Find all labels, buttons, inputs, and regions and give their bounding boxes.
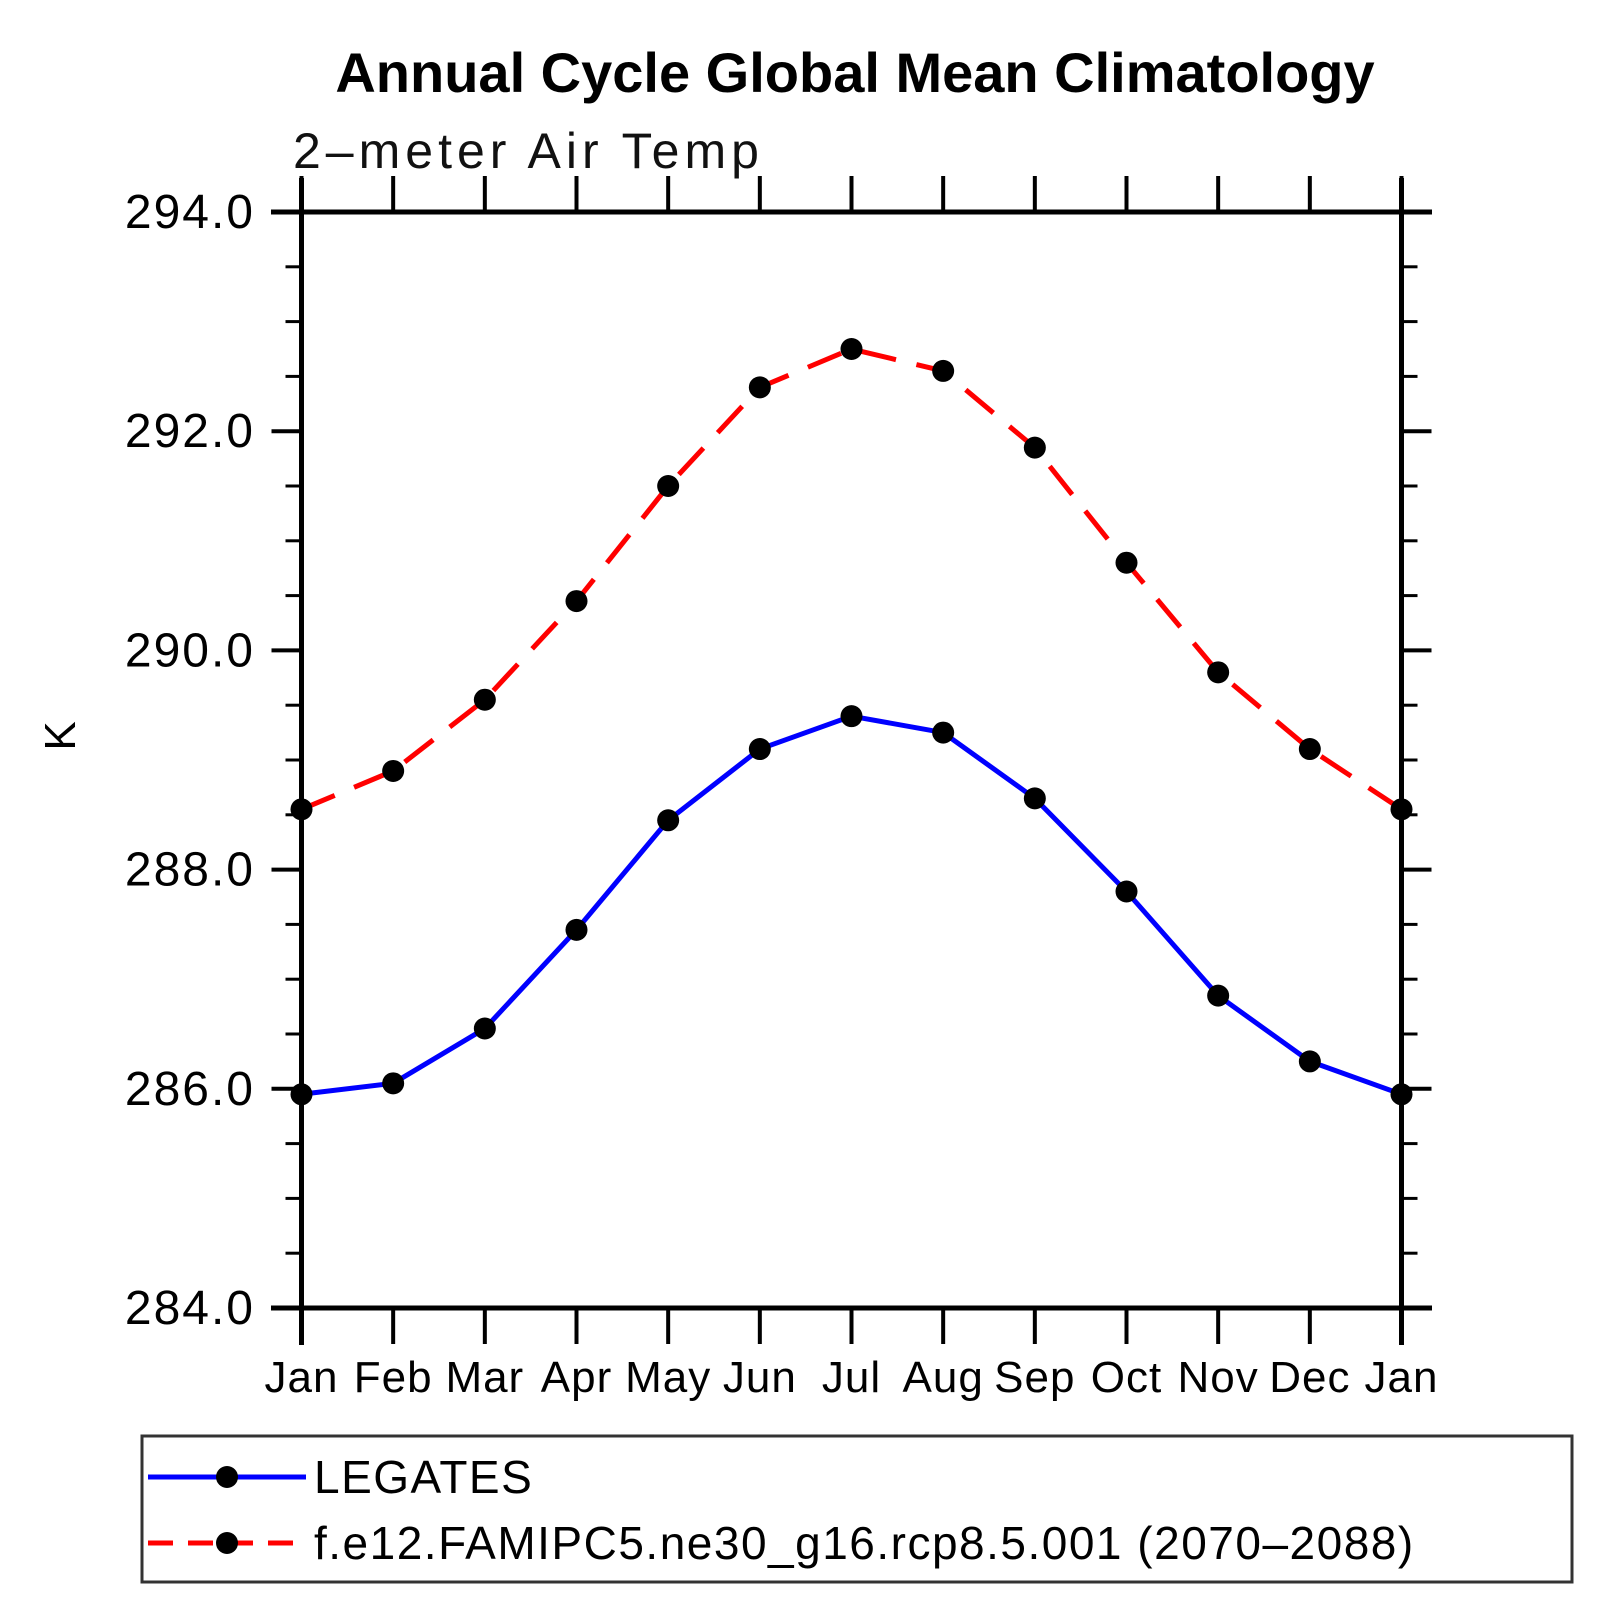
y-tick-label: 286.0	[125, 1063, 255, 1116]
data-point	[748, 738, 771, 761]
legend-marker-icon	[216, 1466, 238, 1488]
y-tick-label: 288.0	[125, 844, 255, 897]
series-line-0	[301, 713, 1403, 1097]
x-tick-label: Feb	[354, 1353, 433, 1402]
data-point	[1023, 436, 1046, 459]
data-point	[1390, 1083, 1413, 1106]
data-point	[473, 688, 496, 711]
x-tick-label: Dec	[1269, 1353, 1350, 1402]
legend-box	[140, 1434, 1574, 1584]
y-axis-label: K	[36, 719, 85, 750]
x-tick-label: Nov	[1178, 1353, 1259, 1402]
x-tick-label: Jan	[1365, 1353, 1439, 1402]
data-point	[1298, 738, 1321, 761]
chart-subtitle: 2–meter Air Temp	[293, 123, 764, 179]
data-point	[473, 1017, 496, 1040]
data-point	[382, 759, 405, 782]
y-tick-label: 292.0	[125, 405, 255, 458]
legend: LEGATES f.e12.FAMIPC5.ne30_g16.rcp8.5.00…	[140, 1434, 1574, 1584]
data-point	[290, 798, 313, 821]
data-point	[382, 1072, 405, 1095]
axes	[271, 178, 1432, 1345]
data-point	[932, 721, 955, 744]
x-tick-label: Jan	[265, 1353, 339, 1402]
data-point	[565, 918, 588, 941]
data-point	[657, 475, 680, 497]
data-point	[1207, 661, 1230, 684]
series-line-1	[300, 346, 1403, 812]
legend-entry-model: f.e12.FAMIPC5.ne30_g16.rcp8.5.001 (2070–…	[148, 1517, 1415, 1569]
x-tick-label: Aug	[903, 1353, 984, 1402]
data-point	[1298, 1050, 1321, 1073]
x-tick-label: Jul	[822, 1353, 881, 1402]
data-point	[840, 705, 863, 728]
data-point	[1023, 787, 1046, 810]
x-tick-label: Sep	[994, 1353, 1075, 1402]
data-point	[932, 359, 955, 382]
data-point	[1207, 984, 1230, 1007]
data-point	[657, 809, 680, 832]
data-point	[565, 590, 588, 613]
legend-marker-icon	[216, 1532, 238, 1554]
data-point	[1115, 880, 1138, 903]
y-tick-label: 290.0	[125, 624, 255, 677]
plot-area	[290, 338, 1413, 1106]
legend-label-legates: LEGATES	[314, 1451, 533, 1503]
chart-header: Annual Cycle Global Mean Climatology 2–m…	[36, 41, 1375, 751]
chart-title: Annual Cycle Global Mean Climatology	[335, 41, 1374, 104]
axis-ticks	[271, 176, 1432, 1344]
x-tick-label: Oct	[1091, 1353, 1162, 1402]
data-point	[1390, 798, 1413, 821]
x-tick-label: Jun	[723, 1353, 797, 1402]
x-tick-label: Apr	[541, 1353, 612, 1402]
legend-entry-legates: LEGATES	[148, 1451, 533, 1503]
data-point	[1115, 551, 1138, 574]
axis-tick-labels: Jan Feb Mar Apr May Jun Jul Aug Sep Oct Nov Dec Jan2…	[125, 186, 1439, 1402]
data-point	[840, 338, 863, 360]
data-point	[290, 1083, 313, 1106]
legend-label-model: f.e12.FAMIPC5.ne30_g16.rcp8.5.001 (2070–…	[314, 1517, 1415, 1569]
y-tick-label: 294.0	[125, 186, 255, 239]
data-point	[748, 376, 771, 399]
y-tick-label: 284.0	[125, 1282, 255, 1335]
x-tick-label: May	[625, 1353, 711, 1402]
x-tick-label: Mar	[445, 1353, 524, 1402]
